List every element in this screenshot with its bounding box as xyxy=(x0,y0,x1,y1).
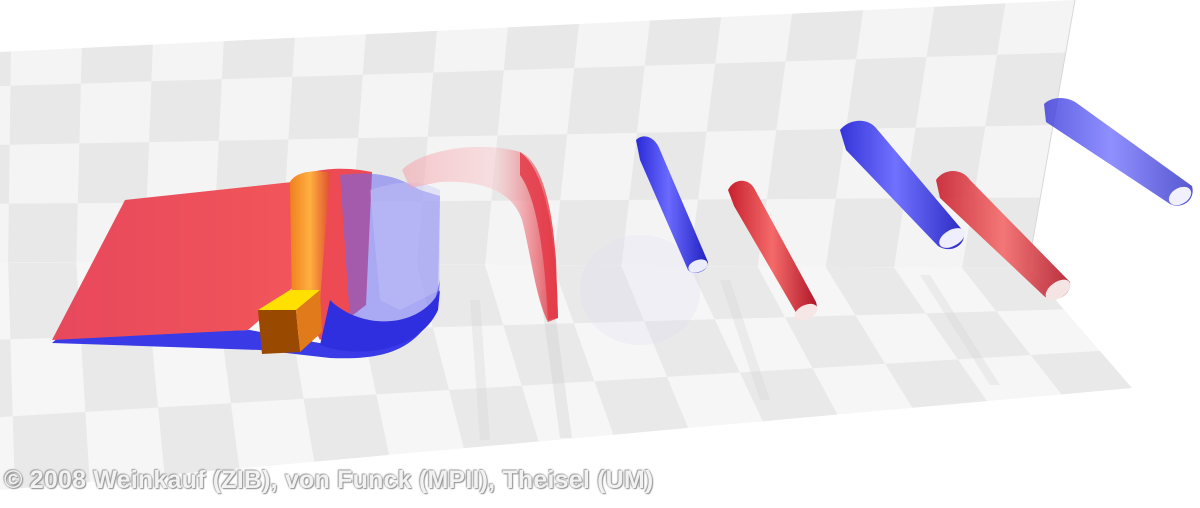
checker-tile xyxy=(961,267,1067,312)
checker-tile xyxy=(149,79,222,143)
checker-tile xyxy=(785,315,886,369)
checker-tile xyxy=(739,368,840,426)
checker-tile xyxy=(503,323,595,386)
square-cylinder-obstacle xyxy=(258,290,322,354)
orange-vortex-band xyxy=(290,171,330,312)
checker-tile xyxy=(766,128,846,200)
wall-edge xyxy=(1027,0,1076,269)
checker-tile xyxy=(221,14,297,80)
checker-tile xyxy=(926,0,1009,57)
checker-tile xyxy=(303,394,390,467)
checker-tile xyxy=(77,142,150,204)
checker-tile xyxy=(8,203,78,263)
checker-tile xyxy=(12,411,90,490)
checker-tile xyxy=(825,266,926,316)
copyright-credit: © 2008 Weinkauf (ZIB), von Funck (MPII),… xyxy=(4,466,654,494)
red-vortex-tube-2 xyxy=(936,171,1071,301)
checker-tile xyxy=(553,265,645,324)
checker-tile xyxy=(644,319,740,377)
checker-tile xyxy=(925,311,1031,360)
checker-tile xyxy=(644,0,724,66)
checker-tile xyxy=(288,74,363,140)
checker-tile xyxy=(689,266,785,320)
checker-tile xyxy=(567,65,645,135)
checker-tile xyxy=(362,8,439,75)
checker-tile xyxy=(503,1,582,71)
blue-vortex-tube-3 xyxy=(1044,98,1193,206)
checker-tile xyxy=(594,376,690,440)
checker-tile xyxy=(427,70,504,137)
checker-tile xyxy=(885,359,990,413)
checker-tile xyxy=(845,56,927,129)
floor-reflections xyxy=(470,275,1000,440)
checker-tile xyxy=(0,144,10,204)
checker-tile xyxy=(9,83,81,145)
checker-tile xyxy=(449,385,540,453)
checker-tile xyxy=(0,26,12,88)
transparent-vortex-arch xyxy=(402,146,700,345)
red-vortex-tube-1 xyxy=(728,180,818,321)
checker-tile xyxy=(553,199,630,267)
blue-vortex-tube-2 xyxy=(840,120,965,250)
checker-tile xyxy=(80,20,154,84)
checker-tile xyxy=(416,264,504,328)
checker-tile xyxy=(825,198,905,268)
blue-vortex-tube-1 xyxy=(636,136,708,273)
checker-tile xyxy=(80,335,159,412)
checker-tile xyxy=(706,61,786,132)
checker-tile xyxy=(785,0,867,62)
checker-tile xyxy=(158,403,240,480)
